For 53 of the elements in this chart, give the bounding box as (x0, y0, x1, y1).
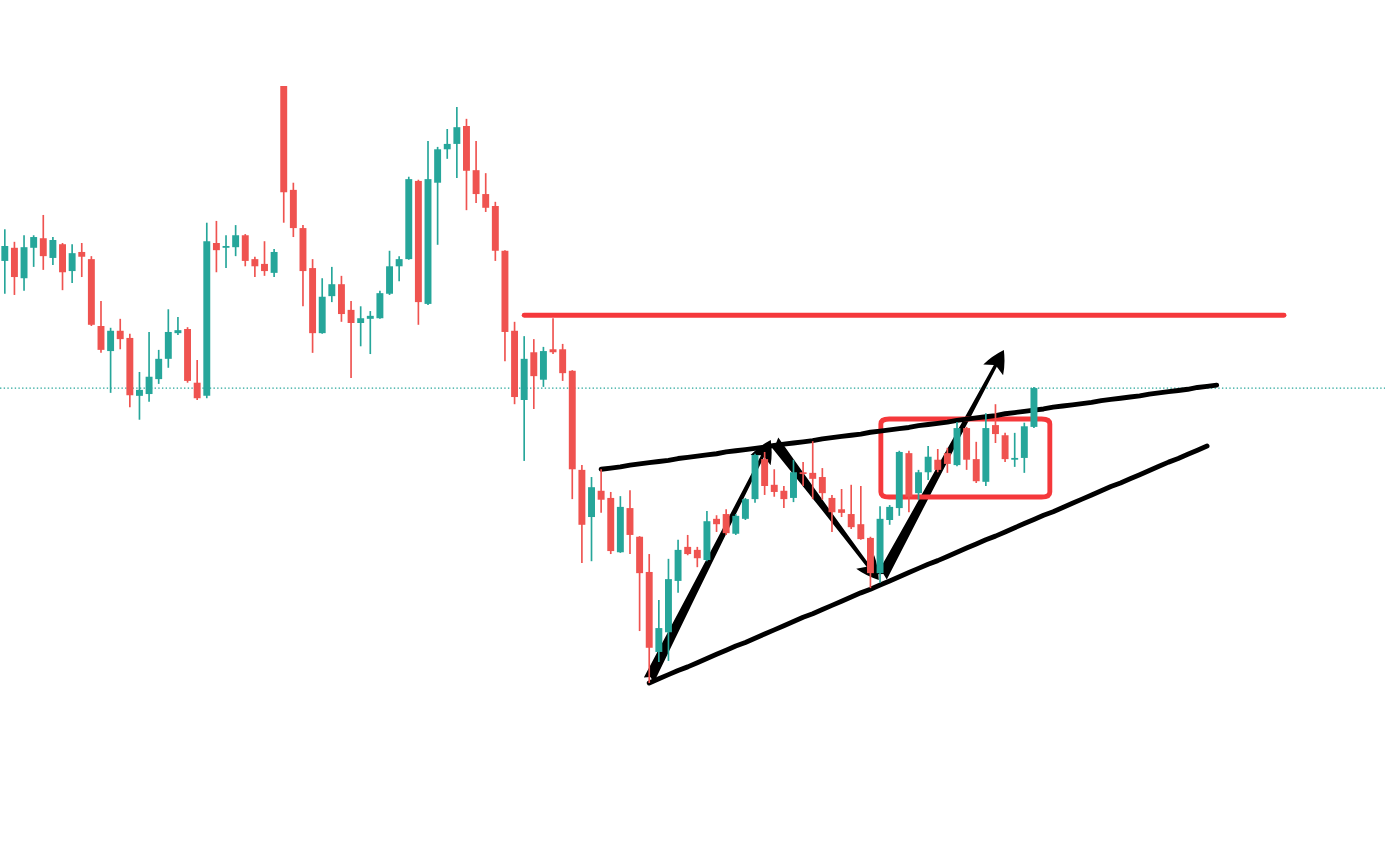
candlestick (770, 468, 778, 498)
candlestick (549, 317, 557, 355)
candlestick (530, 338, 538, 410)
candlestick (270, 248, 278, 278)
candlestick (222, 234, 230, 269)
candlestick (559, 343, 567, 382)
candlestick (193, 359, 201, 401)
candlestick (741, 497, 749, 521)
candlestick (39, 214, 47, 271)
candlestick (943, 446, 951, 474)
candlestick (68, 243, 76, 284)
candlestick (482, 172, 490, 213)
candlestick (828, 494, 836, 533)
candlestick (1011, 432, 1019, 468)
candlestick (453, 106, 461, 179)
candlestick (693, 546, 701, 569)
candlestick (597, 468, 605, 514)
candlestick (818, 467, 826, 501)
candlestick (924, 445, 932, 481)
candlestick (780, 485, 788, 509)
candlestick (857, 485, 865, 541)
candlestick (443, 128, 451, 160)
candlestick (934, 448, 942, 474)
candlestick (232, 224, 240, 257)
candlestick (251, 255, 259, 278)
candlestick (972, 440, 980, 484)
candlestick (847, 483, 855, 530)
candlestick (1001, 432, 1009, 463)
candlestick (395, 255, 403, 283)
candlestick (838, 488, 846, 518)
candlestick (357, 305, 365, 348)
candlestick (915, 469, 922, 501)
candlestick (732, 513, 740, 536)
candlestick (78, 242, 86, 278)
candlestick (212, 220, 220, 274)
candlestick (886, 504, 894, 526)
candlestick (366, 310, 374, 355)
candlestick (155, 349, 163, 385)
candlestick (116, 317, 124, 351)
candlestick (328, 266, 336, 303)
candlestick (472, 140, 480, 204)
candlestick (347, 300, 355, 379)
candlestick (722, 508, 730, 536)
candlestick (30, 234, 38, 268)
candlestick (684, 534, 692, 557)
candlestick (799, 461, 807, 487)
candlestick (49, 236, 57, 266)
candlestick (174, 316, 182, 336)
candlestick (655, 599, 663, 663)
candlestick (992, 403, 999, 444)
candlestick (809, 440, 817, 500)
candlestick (1, 228, 9, 295)
candlestick (261, 240, 268, 277)
